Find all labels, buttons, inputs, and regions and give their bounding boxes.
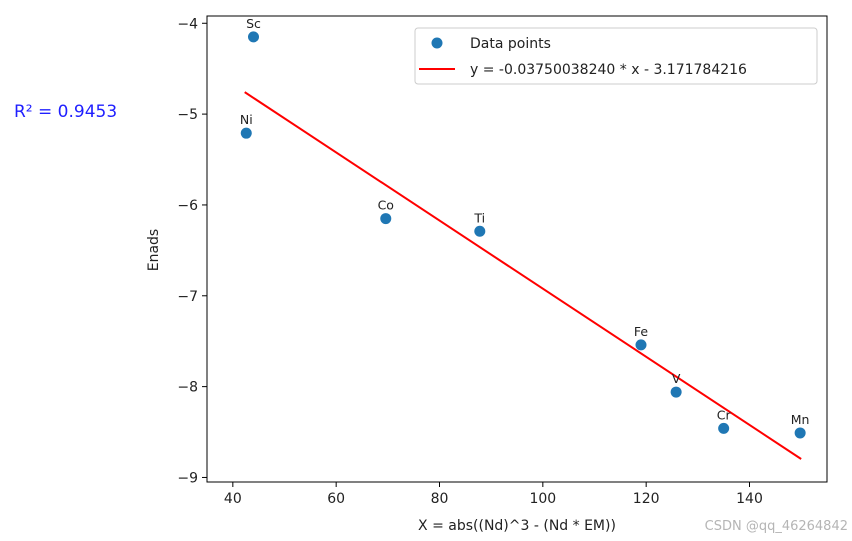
- y-tick-label: −9: [177, 470, 198, 486]
- data-point-label-fe: Fe: [634, 324, 649, 339]
- x-tick-label: 80: [431, 491, 449, 507]
- x-tick-label: 40: [224, 491, 242, 507]
- y-axis: −9 −8 −7 −6 −5 −4: [177, 16, 207, 486]
- data-point-label-co: Co: [378, 198, 394, 213]
- data-point-sc: [248, 31, 259, 43]
- legend-label-points: Data points: [470, 36, 551, 52]
- data-point-ti: [474, 225, 486, 237]
- x-tick-label: 100: [529, 491, 556, 507]
- plot-area: [206, 15, 828, 483]
- data-point-ni: [240, 127, 252, 139]
- data-point-v: [670, 386, 682, 398]
- data-point-mn: [794, 427, 806, 439]
- r-squared-annotation: R² = 0.9453: [14, 102, 117, 122]
- data-point-co: [380, 213, 392, 225]
- data-point-label-ni: Ni: [240, 112, 253, 127]
- x-tick-label: 60: [327, 491, 345, 507]
- data-point-label-v: V: [672, 371, 681, 386]
- data-point-label-mn: Mn: [791, 412, 810, 427]
- data-points-layer: Sc Ni Co Ti Fe V Cr Mn: [240, 16, 810, 439]
- y-tick-label: −6: [177, 198, 198, 214]
- fit-line: [244, 91, 802, 460]
- x-axis: 40 60 80 100 120 140: [224, 482, 763, 507]
- x-tick-label: 120: [633, 491, 660, 507]
- y-tick-label: −7: [177, 289, 198, 305]
- watermark: CSDN @qq_46264842: [705, 519, 848, 534]
- x-axis-label: X = abs((Nd)^3 - (Nd * EM)): [418, 518, 616, 534]
- y-tick-label: −5: [177, 107, 198, 123]
- y-tick-label: −8: [177, 380, 198, 396]
- x-tick-label: 140: [736, 491, 763, 507]
- plot-frame: [206, 15, 828, 483]
- data-point-label-ti: Ti: [473, 210, 485, 225]
- legend-box: [414, 27, 818, 85]
- legend: Data points y = -0.03750038240 * x - 3.17…: [414, 27, 818, 85]
- fit-line-layer: [244, 91, 802, 460]
- data-point-label-sc: Sc: [246, 16, 261, 31]
- y-axis-label: Enads: [146, 229, 162, 271]
- data-point-fe: [635, 339, 647, 351]
- legend-label-fit: y = -0.03750038240 * x - 3.171784216: [470, 62, 747, 78]
- data-point-cr: [718, 422, 730, 434]
- legend-marker-points: [431, 37, 443, 49]
- data-point-label-cr: Cr: [717, 407, 732, 422]
- y-tick-label: −4: [177, 16, 198, 32]
